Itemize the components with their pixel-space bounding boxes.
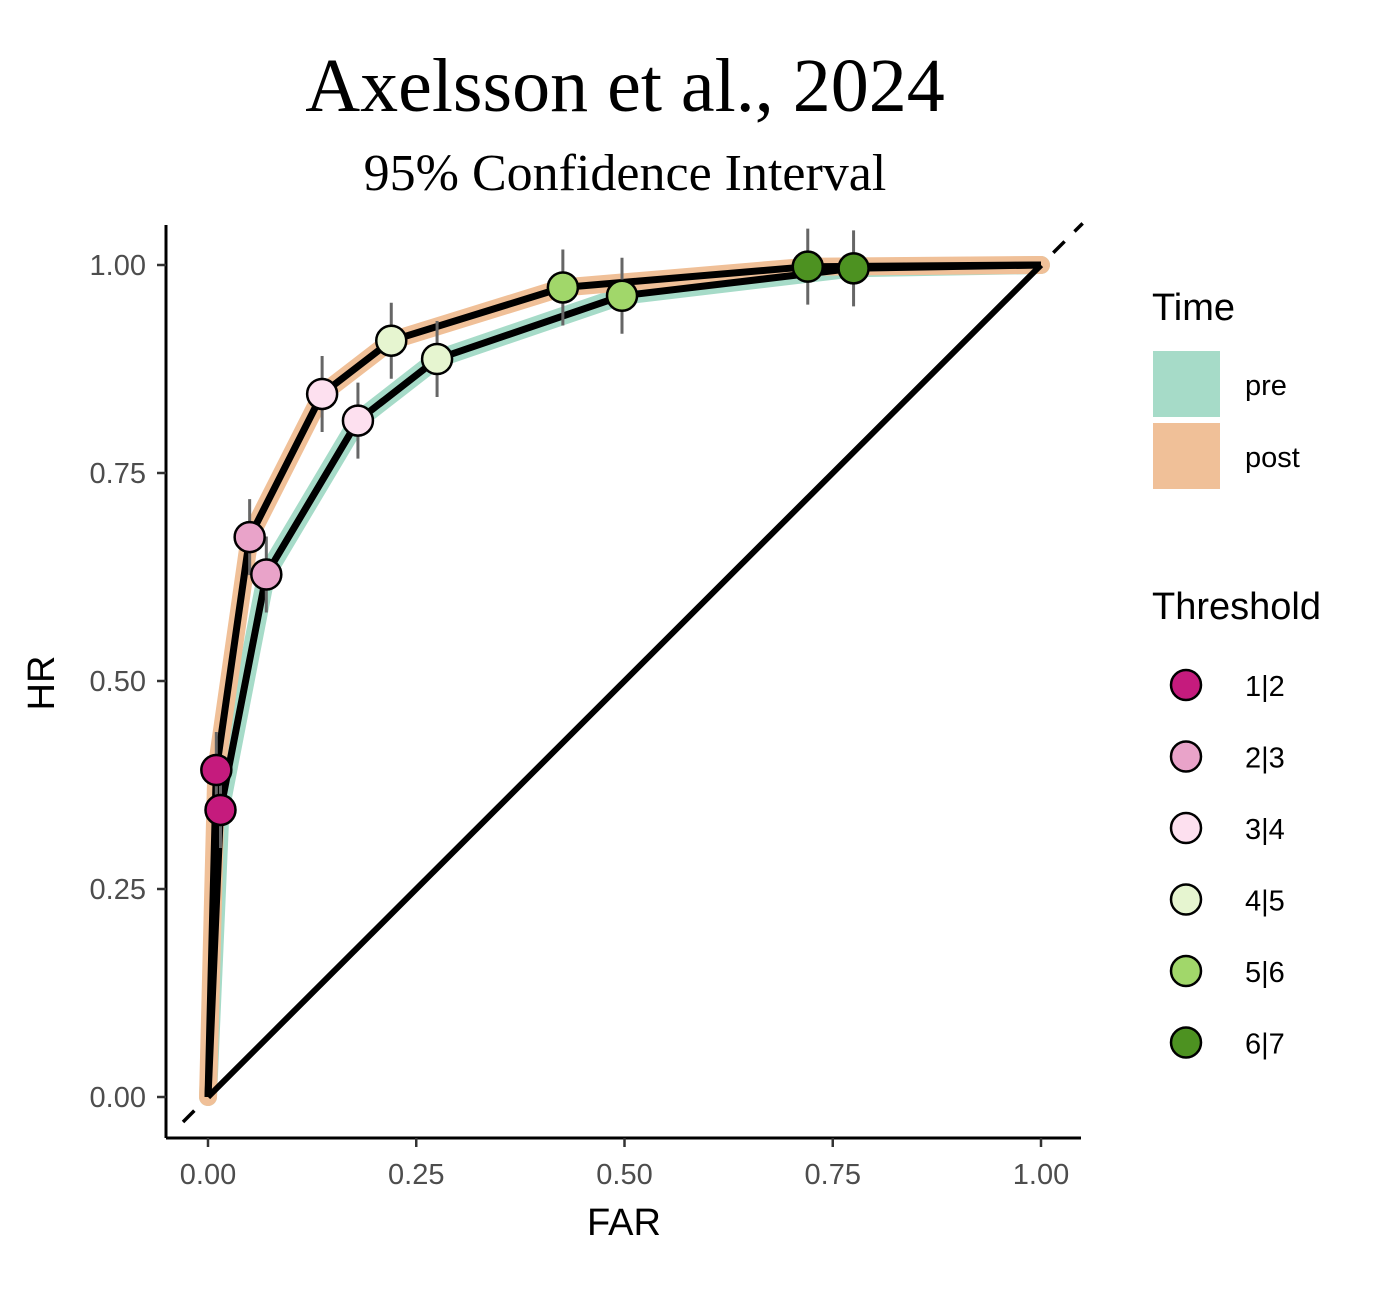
data-point-pre <box>605 279 639 313</box>
legend-marker-threshold <box>1169 883 1203 916</box>
legend-marker-threshold <box>1169 811 1203 845</box>
data-point-pre <box>341 404 375 437</box>
y-tick-label: 0.25 <box>90 874 146 906</box>
time-legend-title: Time <box>1152 287 1235 329</box>
legend-label-threshold: 1|2 <box>1245 671 1285 703</box>
data-point-pre <box>204 793 237 827</box>
chart-title: Axelsson et al., 2024 <box>305 44 945 128</box>
data-point-post <box>375 324 408 357</box>
legend-label-threshold: 5|6 <box>1245 957 1285 989</box>
y-tick-label: 0.75 <box>90 458 146 490</box>
legend-marker-threshold <box>1169 954 1203 988</box>
data-point-post <box>546 271 580 304</box>
legend-label-post: post <box>1245 442 1300 474</box>
data-point-pre <box>250 558 283 591</box>
chart-subtitle: 95% Confidence Interval <box>364 145 887 202</box>
data-point-post <box>233 520 266 554</box>
legend-swatch-post <box>1153 423 1220 489</box>
legend-marker-threshold <box>1169 740 1203 773</box>
axes: 0.00 0.25 0.50 0.75 1.00 0.00 0.25 0.50 0.75 1.00 <box>90 225 1081 1191</box>
legend-label-threshold: 3|4 <box>1245 814 1285 846</box>
threshold-legend-title: Threshold <box>1152 586 1321 628</box>
data-point-pre <box>837 252 870 285</box>
x-tick-label: 0.25 <box>388 1159 444 1191</box>
plot-area <box>181 222 1084 1124</box>
x-tick-label: 1.00 <box>1013 1159 1069 1191</box>
legend-label-threshold: 2|3 <box>1245 743 1285 775</box>
x-axis-title: FAR <box>587 1202 661 1244</box>
legend-swatch-pre <box>1153 351 1220 417</box>
legend-label-threshold: 4|5 <box>1245 886 1285 918</box>
y-tick-label: 1.00 <box>90 250 146 282</box>
roc-line-post <box>204 261 1042 1098</box>
x-tick-label: 0.75 <box>805 1159 861 1191</box>
x-tick-label: 0.00 <box>180 1159 236 1191</box>
data-point-post <box>305 377 339 411</box>
x-tick-label: 0.50 <box>596 1159 652 1191</box>
y-tick-label: 0.50 <box>90 666 146 698</box>
data-point-post <box>791 250 825 283</box>
y-axis-title: HR <box>21 656 63 711</box>
legend-label-pre: pre <box>1245 370 1287 402</box>
legend-label-threshold: 6|7 <box>1245 1029 1285 1061</box>
legend-marker-threshold <box>1169 668 1203 702</box>
chance-line <box>205 262 1044 1100</box>
data-point-post <box>200 753 233 787</box>
data-point-pre <box>420 342 454 376</box>
legend-marker-threshold <box>1169 1026 1203 1059</box>
y-tick-label: 0.00 <box>90 1082 146 1114</box>
legend: Time pre post Threshold 1|2 2|3 3|4 4|5 5|6 6|7 <box>1152 287 1321 1061</box>
